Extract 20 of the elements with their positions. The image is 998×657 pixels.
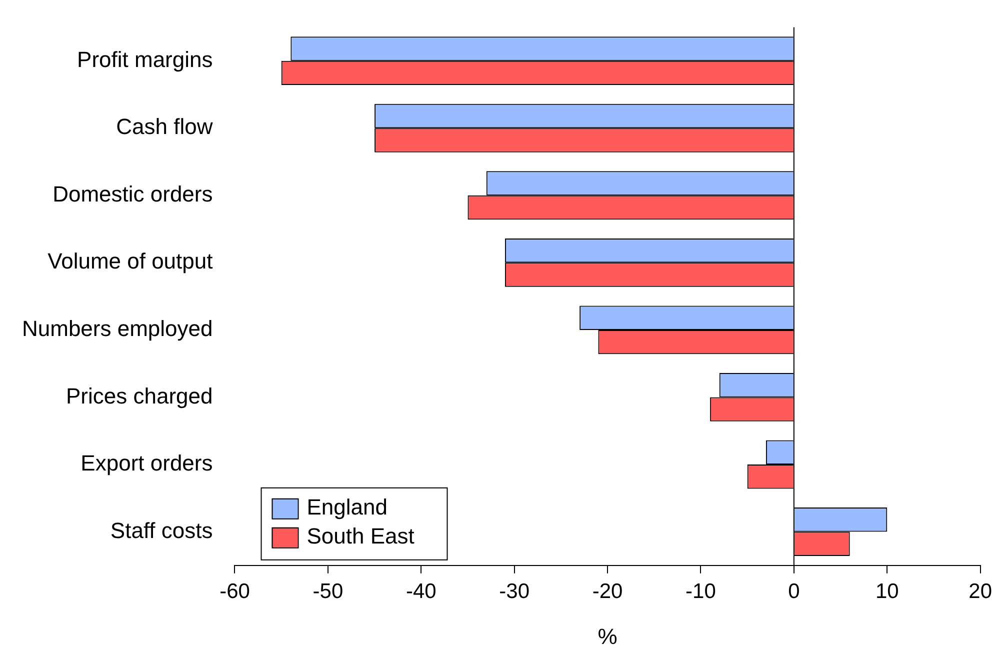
legend-label: England	[306, 494, 388, 520]
y-tick-label: Staff costs	[110, 518, 213, 543]
y-tick-label: Prices charged	[66, 383, 213, 408]
x-tick-label: 10	[875, 580, 899, 603]
x-tick-label: -50	[312, 580, 344, 603]
y-tick-label: Profit margins	[77, 46, 213, 72]
y-tick-label: Export orders	[80, 450, 213, 476]
x-tick-label: -10	[686, 580, 716, 603]
y-tick-label: Domestic orders	[52, 181, 213, 206]
x-tick-label: -40	[406, 580, 436, 603]
y-tick-label: Numbers employed	[22, 316, 213, 341]
x-tick-label: 0	[788, 580, 800, 603]
x-tick-label: 20	[968, 580, 992, 603]
y-tick-label: Cash flow	[116, 114, 213, 140]
legend-label: South East	[306, 523, 414, 548]
x-axis-title: %	[598, 624, 618, 649]
x-tick-label: -20	[592, 580, 623, 603]
y-tick-label: Volume of output	[48, 248, 213, 274]
x-tick-label: -30	[499, 580, 530, 603]
x-tick-label: -60	[220, 580, 250, 603]
